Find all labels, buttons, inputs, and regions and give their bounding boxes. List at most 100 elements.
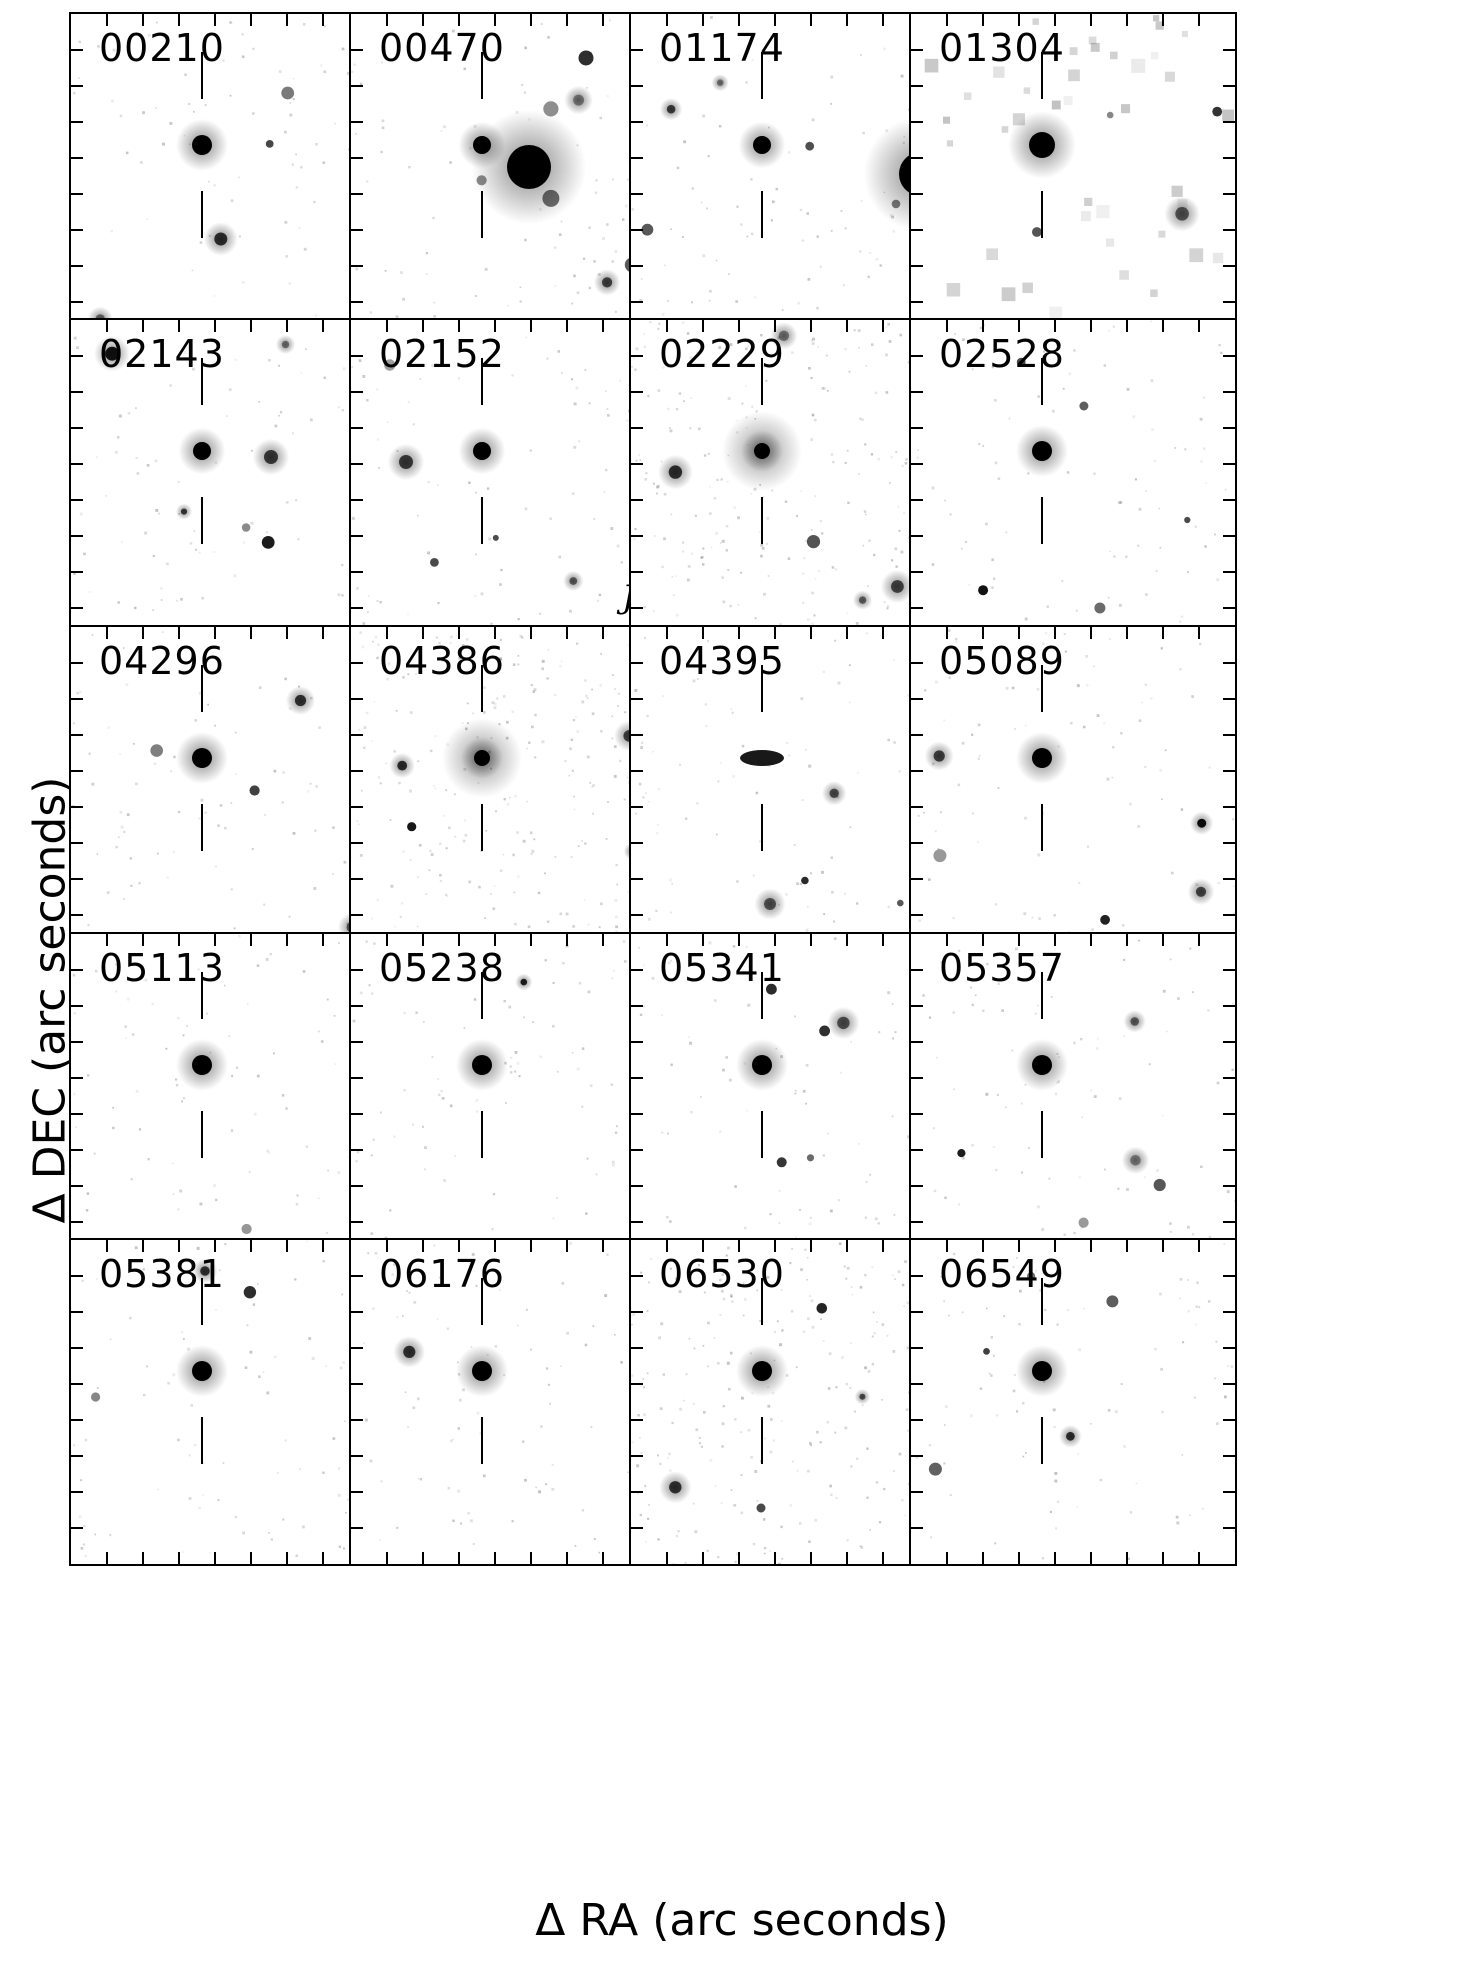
noise-pixel	[887, 991, 891, 995]
noise-pixel	[1150, 289, 1158, 297]
field-star	[214, 232, 228, 246]
noise-pixel	[551, 1464, 554, 1466]
noise-pixel	[451, 29, 455, 33]
noise-pixel	[733, 506, 736, 509]
noise-pixel	[226, 415, 228, 417]
noise-pixel	[521, 1440, 525, 1443]
field-star	[243, 1286, 257, 1299]
noise-pixel	[811, 118, 815, 122]
field-star	[669, 1481, 682, 1494]
noise-pixel	[1138, 939, 1140, 942]
noise-pixel	[732, 945, 736, 948]
noise-pixel	[756, 1500, 759, 1502]
noise-pixel	[631, 208, 635, 211]
panel-id-label: 06176	[379, 1252, 505, 1296]
noise-pixel	[892, 1350, 896, 1353]
noise-pixel	[930, 1536, 933, 1539]
noise-pixel	[1161, 798, 1163, 800]
noise-pixel	[1199, 642, 1202, 646]
noise-pixel	[1123, 958, 1126, 961]
noise-pixel	[713, 1337, 716, 1339]
noise-pixel	[787, 557, 791, 560]
noise-pixel	[359, 82, 363, 86]
noise-pixel	[224, 1243, 227, 1246]
field-star	[666, 104, 676, 114]
panel-id-label: 01174	[659, 26, 785, 70]
noise-pixel	[855, 622, 859, 625]
noise-pixel	[796, 1469, 799, 1473]
noise-pixel	[1020, 1102, 1023, 1105]
noise-pixel	[73, 1092, 76, 1096]
noise-pixel	[613, 774, 617, 778]
noise-pixel	[166, 876, 169, 879]
noise-pixel	[182, 1034, 185, 1037]
noise-pixel	[598, 1551, 601, 1554]
noise-pixel	[509, 1065, 512, 1068]
noise-pixel	[827, 1387, 831, 1390]
noise-pixel	[117, 601, 120, 604]
noise-pixel	[213, 1184, 216, 1188]
field-star	[933, 750, 945, 762]
noise-pixel	[619, 379, 622, 382]
noise-pixel	[727, 569, 730, 571]
noise-pixel	[539, 612, 542, 615]
noise-pixel	[88, 591, 91, 593]
noise-pixel	[971, 1003, 974, 1007]
noise-pixel	[740, 1474, 743, 1476]
noise-pixel	[853, 1410, 857, 1413]
noise-pixel	[561, 371, 563, 374]
noise-pixel	[1144, 766, 1147, 768]
noise-pixel	[230, 802, 233, 804]
noise-pixel	[420, 663, 423, 666]
image-panel: 05381	[69, 1238, 397, 1566]
noise-pixel	[356, 586, 359, 590]
noise-pixel	[833, 937, 837, 940]
noise-pixel	[157, 1488, 159, 1491]
noise-pixel	[740, 1396, 744, 1400]
noise-pixel	[1112, 746, 1115, 749]
field-star	[933, 849, 947, 863]
noise-pixel	[1218, 344, 1221, 347]
noise-pixel	[666, 37, 669, 41]
noise-pixel	[747, 345, 750, 348]
noise-pixel	[800, 490, 802, 493]
noise-pixel	[343, 1420, 346, 1423]
noise-pixel	[819, 1441, 822, 1444]
noise-pixel	[263, 903, 266, 906]
noise-pixel	[891, 1274, 894, 1277]
noise-pixel	[799, 1522, 802, 1525]
noise-pixel	[135, 457, 138, 459]
noise-pixel	[458, 656, 462, 660]
noise-pixel	[1155, 570, 1158, 573]
noise-pixel	[590, 1426, 593, 1428]
noise-pixel	[742, 1282, 745, 1285]
noise-pixel	[833, 920, 836, 923]
noise-pixel	[284, 677, 287, 681]
noise-pixel	[514, 1070, 517, 1073]
noise-pixel	[431, 364, 434, 367]
noise-pixel	[793, 1015, 796, 1018]
noise-pixel	[457, 1489, 461, 1493]
panel-id-label: 05238	[379, 946, 505, 990]
field-star	[837, 1016, 850, 1030]
noise-pixel	[547, 648, 550, 651]
noise-pixel	[850, 1465, 853, 1468]
noise-pixel	[721, 539, 725, 543]
noise-pixel	[864, 1274, 867, 1277]
noise-pixel	[1224, 1395, 1227, 1399]
noise-pixel	[400, 901, 404, 905]
noise-pixel	[822, 670, 826, 674]
noise-pixel	[866, 1496, 869, 1499]
noise-pixel	[1073, 1231, 1076, 1235]
noise-pixel	[716, 1361, 720, 1365]
image-panel: 04296	[69, 625, 397, 953]
noise-pixel	[510, 1056, 513, 1059]
noise-pixel	[968, 584, 971, 586]
noise-pixel	[714, 1484, 717, 1487]
noise-pixel	[341, 47, 345, 51]
noise-pixel	[810, 376, 813, 380]
noise-pixel	[871, 1362, 875, 1366]
noise-pixel	[513, 891, 516, 894]
noise-pixel	[233, 927, 236, 930]
noise-pixel	[1018, 1322, 1021, 1326]
